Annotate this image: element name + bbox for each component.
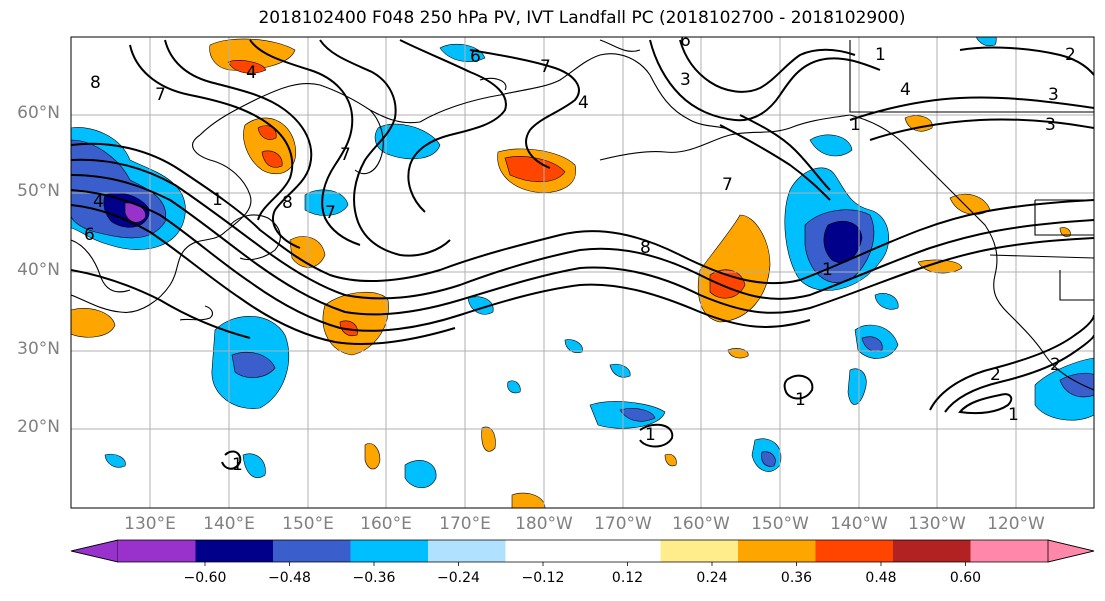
colorbar-swatch — [273, 540, 351, 562]
lon-label: 150°W — [751, 514, 809, 534]
lon-label: 120°W — [987, 514, 1045, 534]
contour-label: 7 — [340, 145, 351, 165]
lat-label: 40°N — [17, 260, 60, 280]
map-area: 8 7 6 4 4 1 8 7 7 6 7 4 6 3 8 7 1 4 3 3 … — [71, 31, 1094, 508]
lat-label: 30°N — [17, 339, 60, 359]
contour-label: 1 — [212, 190, 223, 210]
lat-label: 20°N — [17, 417, 60, 437]
colorbar-swatch — [815, 540, 893, 562]
colorbar-swatch — [660, 540, 738, 562]
lat-label: 60°N — [17, 103, 60, 123]
contour-label: 4 — [900, 80, 911, 100]
lon-label: 140°W — [830, 514, 888, 534]
contour-label: 3 — [680, 70, 691, 90]
colorbar-arrow-right — [1047, 539, 1095, 563]
contour-label: 8 — [90, 73, 101, 93]
lat-label: 50°N — [17, 181, 60, 201]
pv-contours — [71, 39, 1094, 470]
contour-label: 2 — [1050, 355, 1061, 375]
contour-label: 4 — [93, 192, 104, 212]
lon-label: 130°W — [908, 514, 966, 534]
colorbar-outline — [70, 539, 1095, 563]
contour-label: 8 — [640, 238, 651, 258]
map-title: 2018102400 F048 250 hPa PV, IVT Landfall… — [258, 8, 906, 28]
colorbar-tick-label: 0.60 — [949, 570, 982, 586]
contour-label: 7 — [540, 57, 551, 77]
contour-label: 1 — [822, 260, 833, 280]
colorbar-arrow-left — [70, 539, 119, 563]
colorbar-swatch — [195, 540, 273, 562]
contour-label: 1 — [850, 115, 861, 135]
lon-label: 170°E — [439, 514, 491, 534]
colorbar-swatch — [893, 540, 971, 562]
colorbar-swatch — [738, 540, 816, 562]
colorbar-tick-label: 0.12 — [611, 570, 644, 586]
colorbar-swatch — [428, 540, 506, 562]
contour-label: 3 — [1048, 85, 1059, 105]
contour-label: 1 — [645, 425, 656, 445]
lon-label: 180°W — [515, 514, 573, 534]
contour-label: 6 — [470, 47, 481, 67]
colorbar-tick-label: −0.36 — [352, 570, 396, 586]
lon-label: 170°W — [594, 514, 652, 534]
lon-label: 130°E — [124, 514, 176, 534]
pv-anomaly-shading — [71, 37, 1094, 508]
contour-label: 7 — [155, 85, 166, 105]
map-border — [70, 36, 1095, 509]
contour-label: 1 — [232, 455, 243, 475]
colorbar-tick-label: −0.24 — [437, 570, 480, 586]
colorbar-tick-label: 0.48 — [865, 570, 897, 586]
colorbar-tick-label: −0.48 — [268, 570, 311, 586]
contour-label: 6 — [680, 31, 691, 51]
colorbar — [70, 539, 1095, 566]
contour-label: 1 — [795, 390, 806, 410]
graticule-grid — [71, 37, 1094, 508]
colorbar-swatch — [583, 540, 661, 562]
contour-label: 1 — [875, 45, 886, 65]
contour-label: 1 — [1008, 405, 1019, 425]
colorbar-tick-label: −0.12 — [521, 570, 565, 586]
contour-label: 2 — [990, 365, 1001, 385]
lon-label: 150°E — [282, 514, 334, 534]
colorbar-swatch — [350, 540, 428, 562]
contour-label: 4 — [578, 93, 589, 113]
lon-label: 160°E — [360, 514, 412, 534]
coastlines — [71, 39, 1094, 391]
colorbar-swatch — [118, 540, 196, 562]
lon-label: 160°W — [672, 514, 730, 534]
contour-label: 6 — [84, 225, 95, 245]
colorbar-tick-label: −0.60 — [183, 570, 227, 586]
lon-label: 140°E — [203, 514, 255, 534]
contour-labels: 8 7 6 4 4 1 8 7 7 6 7 4 6 3 8 7 1 4 3 3 … — [84, 31, 1076, 475]
contour-label: 4 — [246, 63, 257, 83]
colorbar-tick-label: 0.36 — [780, 570, 813, 586]
colorbar-tick-label: 0.24 — [696, 570, 728, 586]
colorbar-swatch — [970, 540, 1048, 562]
contour-label: 7 — [325, 203, 336, 223]
colorbar-swatch — [505, 540, 583, 562]
contour-label: 7 — [722, 175, 733, 195]
contour-label: 8 — [282, 193, 293, 213]
contour-label: 2 — [1065, 45, 1076, 65]
contour-label: 3 — [1045, 115, 1056, 135]
